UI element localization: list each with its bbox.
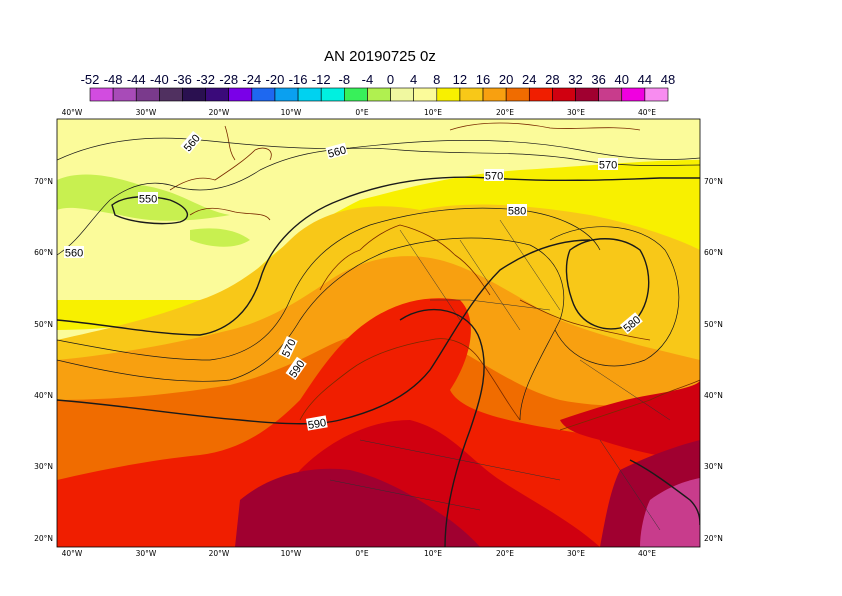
- colorbar-label: -32: [196, 72, 215, 87]
- svg-text:590: 590: [307, 417, 327, 432]
- longitude-tick: 20°W: [209, 108, 230, 117]
- colorbar-label: 16: [475, 72, 491, 87]
- colorbar-label: 20: [498, 72, 514, 87]
- colorbar-label: -28: [219, 72, 239, 87]
- contour-label: 550: [138, 192, 158, 206]
- longitude-tick: 10°E: [424, 549, 442, 558]
- colorbar-label: -44: [126, 72, 146, 87]
- svg-text:560: 560: [65, 248, 83, 260]
- longitude-tick: 20°E: [496, 108, 514, 117]
- longitude-tick: 10°W: [281, 108, 302, 117]
- colorbar: [89, 87, 669, 102]
- axis-ticks: 40°W 40°W 30°W 30°W 20°W 20°W 10°W 10°W 0°E 0°E 10…: [34, 108, 723, 558]
- latitude-tick: 20°N: [34, 534, 53, 543]
- colorbar-label: 32: [568, 72, 583, 87]
- map-title: AN 20190725 0z: [324, 48, 436, 65]
- coastlines: [169, 122, 700, 431]
- latitude-tick: 40°N: [34, 391, 53, 400]
- latitude-tick: 70°N: [34, 177, 53, 186]
- contour-label: 560: [325, 142, 348, 161]
- borders: [329, 219, 671, 531]
- colorbar-label: 40: [614, 72, 629, 87]
- colorbar-label: 36: [591, 72, 606, 87]
- longitude-tick: 20°W: [209, 549, 230, 558]
- colorbar-label: -4: [361, 72, 374, 87]
- colorbar-label: -20: [265, 72, 285, 87]
- longitude-tick: 30°E: [567, 108, 585, 117]
- contour-label: 580: [507, 204, 527, 218]
- map-frame: [56, 118, 701, 548]
- longitude-tick: 10°W: [281, 549, 302, 558]
- colorbar-label: -48: [103, 72, 123, 87]
- longitude-tick: 0°E: [355, 549, 369, 558]
- latitude-tick: 40°N: [704, 391, 723, 400]
- svg-text:570: 570: [485, 171, 503, 183]
- latitude-tick: 60°N: [34, 248, 53, 257]
- temperature-field: [57, 119, 700, 547]
- colorbar-swatch: [644, 87, 669, 102]
- svg-text:570: 570: [599, 160, 617, 172]
- longitude-tick: 40°E: [638, 549, 656, 558]
- contour-label: 560: [64, 246, 84, 260]
- colorbar-label: 28: [545, 72, 560, 87]
- contour-label: 590: [305, 415, 328, 432]
- colorbar-label: 12: [452, 72, 468, 87]
- latitude-tick: 30°N: [34, 462, 53, 471]
- longitude-tick: 40°E: [638, 108, 656, 117]
- svg-text:580: 580: [508, 206, 526, 218]
- colorbar-label: 8: [433, 72, 441, 87]
- colorbar-label: -24: [242, 72, 262, 87]
- latitude-tick: 60°N: [704, 248, 723, 257]
- svg-text:550: 550: [139, 194, 157, 206]
- longitude-tick: 30°E: [567, 549, 585, 558]
- colorbar-label: 24: [522, 72, 537, 87]
- contour-label: 570: [598, 158, 618, 172]
- longitude-tick: 40°W: [62, 549, 83, 558]
- longitude-tick: 20°E: [496, 549, 514, 558]
- colorbar-label: 0: [386, 72, 395, 87]
- longitude-tick: 30°W: [136, 108, 157, 117]
- colorbar-label: 44: [637, 72, 653, 87]
- latitude-tick: 70°N: [704, 177, 723, 186]
- latitude-tick: 50°N: [704, 320, 723, 329]
- longitude-tick: 10°E: [424, 108, 442, 117]
- colorbar-label: -52: [80, 72, 100, 87]
- colorbar-label: 4: [410, 72, 418, 87]
- contour-label: 570: [484, 169, 504, 183]
- colorbar-label: -8: [338, 72, 351, 87]
- latitude-tick: 50°N: [34, 320, 53, 329]
- colorbar-label: -40: [149, 72, 169, 87]
- longitude-tick: 30°W: [136, 549, 157, 558]
- longitude-tick: 0°E: [355, 108, 369, 117]
- colorbar-label: 48: [660, 72, 676, 87]
- latitude-tick: 30°N: [704, 462, 723, 471]
- longitude-tick: 40°W: [62, 108, 83, 117]
- colorbar-label: -12: [311, 72, 331, 87]
- svg-text:560: 560: [327, 144, 348, 160]
- colorbar-label: -16: [288, 72, 308, 87]
- latitude-tick: 20°N: [704, 534, 723, 543]
- colorbar-label: -36: [173, 72, 192, 87]
